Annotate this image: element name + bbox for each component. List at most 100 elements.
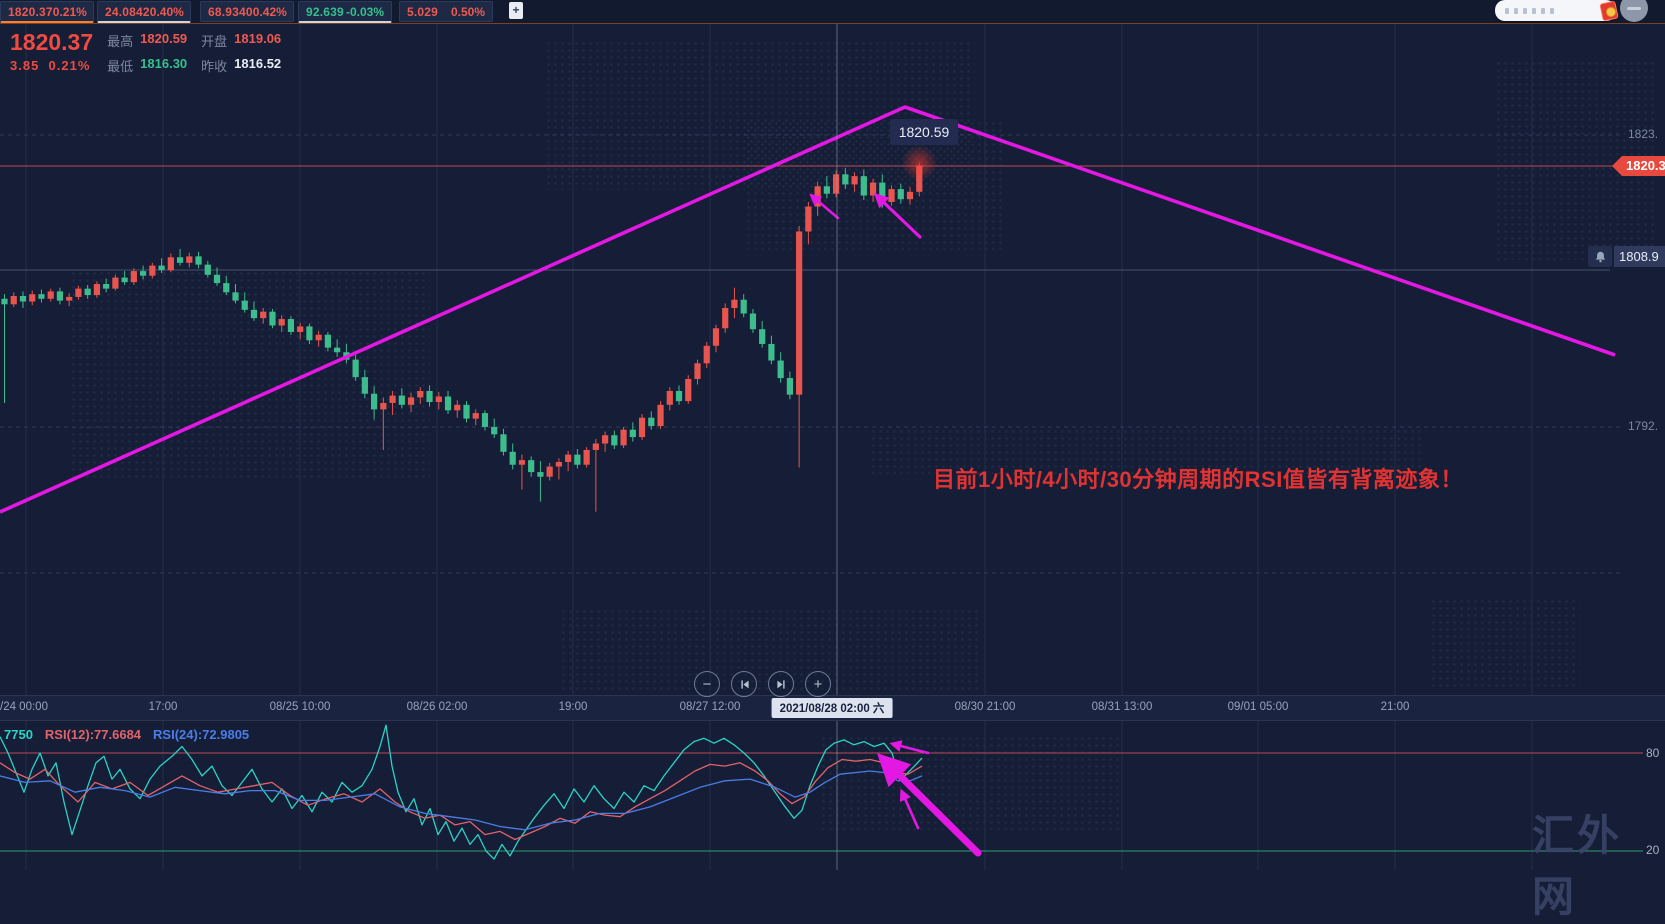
candle	[121, 277, 128, 283]
candle	[777, 360, 784, 379]
candle	[158, 265, 165, 271]
time-axis-label: 08/30 21:00	[954, 701, 1016, 713]
user-avatar-icon[interactable]	[1620, 0, 1648, 22]
low-value: 1816.30	[140, 56, 188, 71]
candle	[657, 404, 664, 427]
arrow-drawing[interactable]	[899, 788, 920, 830]
candle	[47, 291, 54, 299]
candle	[149, 265, 156, 276]
candle	[518, 460, 526, 465]
candle	[648, 417, 655, 427]
last-price: 1820.37	[10, 29, 94, 55]
candle	[75, 288, 82, 297]
rsi-line-RSI(24)	[0, 770, 923, 831]
candle	[84, 288, 91, 296]
rsi-lower-level-label: 20	[1646, 843, 1660, 857]
zoom-in-button[interactable]: +	[805, 671, 831, 697]
price-axis-label: 1823.	[1628, 127, 1659, 141]
ticker-price: 92.639	[306, 4, 344, 19]
candle	[842, 174, 849, 185]
price-chart-canvas[interactable]	[0, 0, 1665, 870]
ticker-change: 0.40%	[149, 4, 184, 19]
candle	[500, 434, 507, 452]
crosshair-date-label: 2021/08/28 02:00 六	[771, 698, 893, 718]
candle	[629, 429, 636, 438]
candle	[823, 186, 830, 194]
ticker-change: 0.50%	[450, 4, 485, 19]
skip-to-start-button[interactable]	[731, 671, 757, 697]
open-label: 开盘	[201, 34, 228, 49]
ticker-price: 68.9340	[208, 4, 253, 19]
time-axis-label: 19:00	[558, 701, 588, 713]
zoom-out-button[interactable]: −	[694, 671, 720, 697]
price-alert-tag[interactable]: 1808.9	[1588, 246, 1665, 267]
candle	[888, 189, 895, 202]
ticker-oil[interactable]: 68.9340 0.42%	[200, 1, 294, 22]
candle	[740, 299, 747, 314]
promo-banner[interactable]	[1495, 0, 1619, 21]
candle	[19, 296, 27, 302]
candle	[833, 174, 840, 194]
candle	[611, 435, 618, 446]
add-ticker-button[interactable]: +	[509, 2, 523, 19]
candle	[435, 396, 442, 403]
candle	[140, 271, 147, 276]
ticker-5[interactable]: 5.029 0.50%	[399, 1, 493, 22]
candle	[417, 390, 424, 398]
candle	[426, 390, 433, 403]
candle	[602, 435, 609, 444]
candle	[759, 329, 766, 344]
ticker-gold[interactable]: 1820.37 0.21%	[0, 1, 94, 23]
arrow-drawing[interactable]	[809, 193, 840, 220]
candle	[204, 264, 211, 275]
candle	[546, 466, 553, 477]
candle	[278, 319, 285, 326]
rsi-upper-level-label: 80	[1646, 746, 1660, 760]
ticker-price: 24.0842	[105, 4, 150, 19]
candle	[112, 277, 119, 289]
arrow-drawing[interactable]	[877, 753, 982, 857]
rsi24-value: RSI(24):72.9805	[153, 727, 250, 742]
ticker-change: -0.03%	[345, 4, 384, 19]
arrow-drawing[interactable]	[889, 740, 930, 755]
candle	[712, 328, 720, 346]
ticker-silver[interactable]: 24.0842 0.40%	[97, 1, 191, 23]
candle	[103, 284, 110, 289]
trendline-drawing[interactable]	[0, 105, 1616, 514]
candle	[694, 363, 701, 379]
map-dots-pattern	[1430, 598, 1580, 688]
candle	[749, 313, 757, 330]
red-envelope-icon	[1598, 0, 1620, 22]
candle	[167, 257, 174, 271]
time-axis-label: 09/01 05:00	[1227, 701, 1289, 713]
candle	[407, 397, 415, 405]
arrow-drawing[interactable]	[873, 192, 922, 239]
prev-close-label: 昨收	[201, 59, 228, 74]
time-axis-label: 17:00	[148, 701, 178, 713]
open-value: 1819.06	[234, 31, 282, 46]
price-axis-label: 1792.	[1628, 419, 1659, 433]
candle	[361, 377, 368, 394]
candle	[722, 307, 729, 329]
candle	[860, 176, 867, 196]
candle	[29, 294, 36, 302]
candle	[583, 449, 590, 465]
skip-to-end-button[interactable]	[768, 671, 794, 697]
ticker-change: 0.42%	[252, 4, 287, 19]
candle	[879, 182, 886, 202]
low-label: 最低	[107, 59, 134, 74]
candle	[703, 345, 710, 364]
candle	[269, 311, 276, 326]
rsi-indicator-header[interactable]: 7750 RSI(12):77.6684 RSI(24):72.9805	[4, 727, 249, 742]
candle	[796, 231, 803, 395]
candle	[56, 291, 64, 301]
candle	[287, 319, 295, 332]
ticker-usd-index[interactable]: 92.639 -0.03%	[298, 1, 392, 23]
candle	[93, 284, 100, 296]
candle	[1, 298, 8, 305]
candle	[130, 271, 137, 283]
time-axis[interactable]: 2021/08/28 02:00 六 /24 00:00 17:00 08/25 1…	[0, 695, 1665, 721]
candle	[675, 390, 683, 402]
high-price-tooltip: 1820.59	[890, 119, 958, 145]
